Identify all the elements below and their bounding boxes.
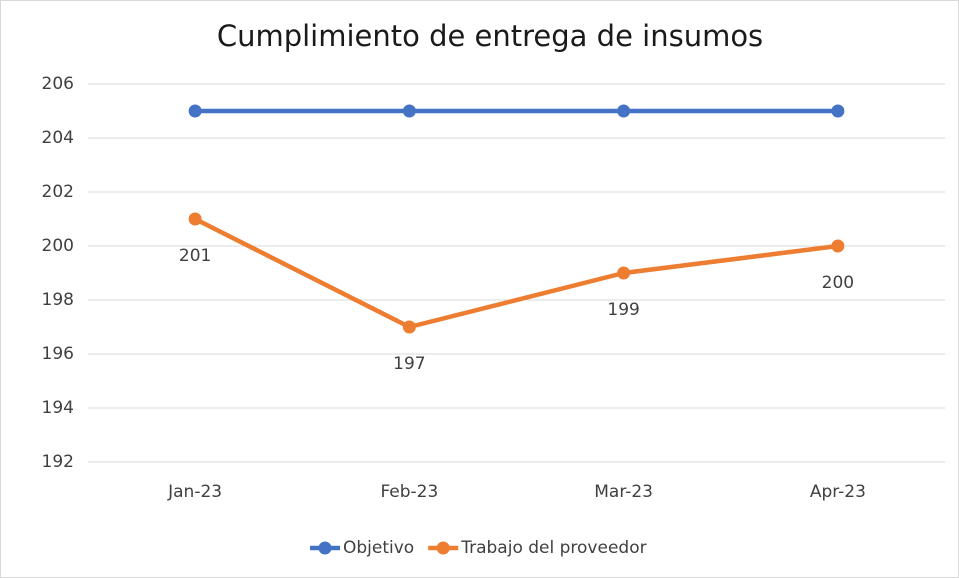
series-line (194, 216, 839, 330)
y-tick-label: 204 (42, 128, 74, 148)
data-point (831, 239, 845, 253)
legend-label: Objetivo (343, 538, 414, 558)
data-label: 199 (607, 300, 639, 320)
x-tick-label: Feb-23 (380, 482, 438, 502)
data-point (617, 104, 631, 118)
data-point (402, 320, 416, 334)
x-tick-label: Mar-23 (594, 482, 653, 502)
chart-title: Cumplimiento de entrega de insumos (217, 19, 763, 53)
data-point (188, 212, 202, 226)
x-tick-label: Apr-23 (810, 482, 866, 502)
x-tick-label: Jan-23 (167, 482, 222, 502)
data-label: 201 (179, 246, 211, 266)
y-tick-label: 206 (42, 74, 74, 94)
legend-swatch (318, 541, 332, 555)
y-tick-label: 192 (42, 452, 74, 472)
legend-swatch (436, 541, 450, 555)
y-tick-label: 200 (42, 236, 74, 256)
data-label: 197 (393, 354, 425, 374)
data-point (617, 266, 631, 280)
data-point (402, 104, 416, 118)
y-tick-label: 198 (42, 290, 74, 310)
y-tick-label: 196 (42, 344, 74, 364)
y-tick-label: 194 (42, 398, 74, 418)
data-point (188, 104, 202, 118)
data-point (831, 104, 845, 118)
legend-label: Trabajo del proveedor (460, 538, 646, 558)
data-label: 200 (822, 273, 854, 293)
y-tick-label: 202 (42, 182, 74, 202)
